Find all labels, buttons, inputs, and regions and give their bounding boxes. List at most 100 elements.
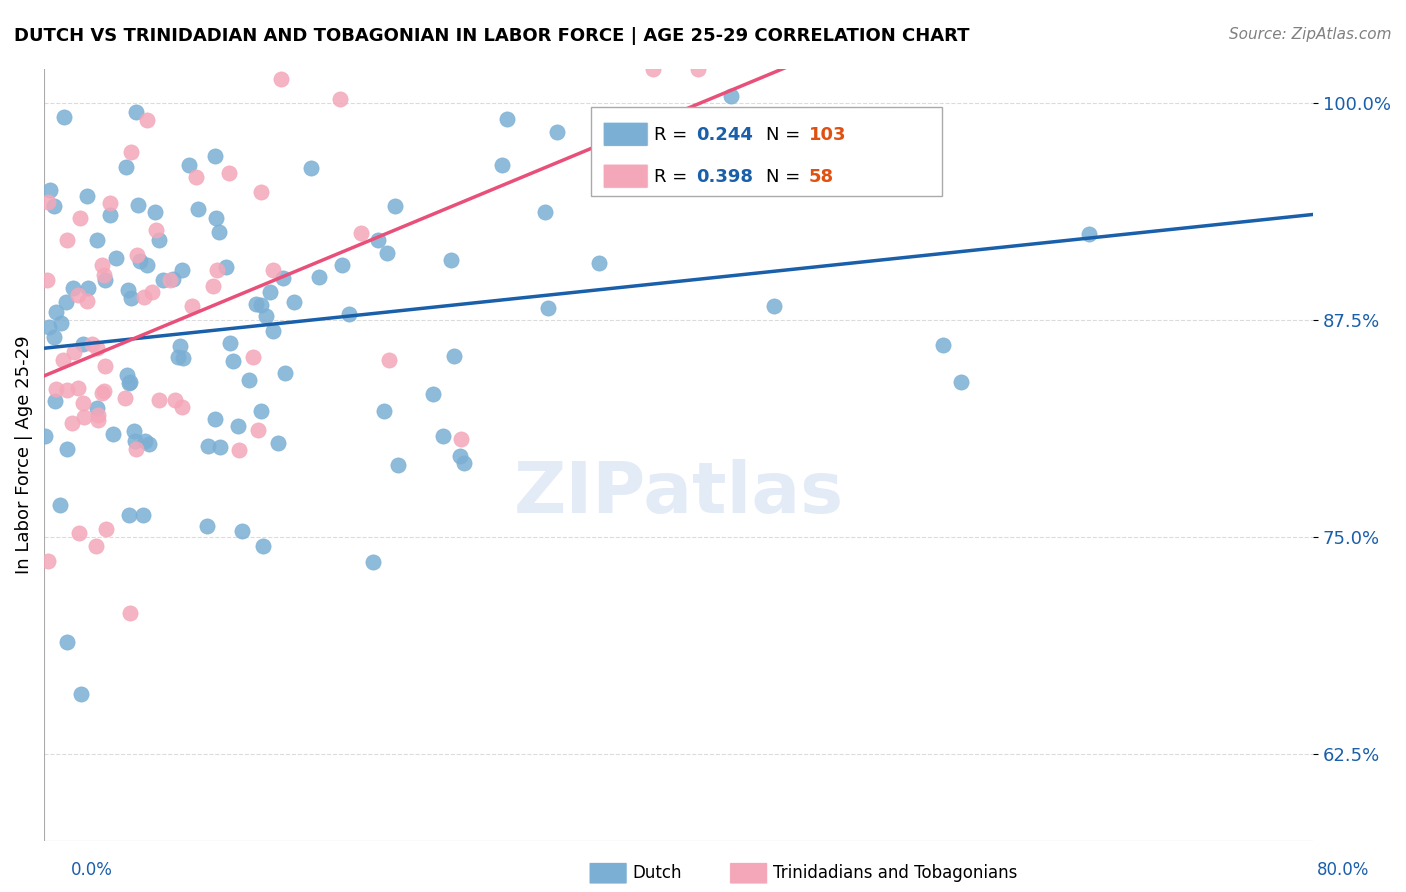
Point xyxy=(91,386,114,401)
Point xyxy=(495,112,517,126)
Point xyxy=(120,292,142,306)
Point xyxy=(172,400,194,414)
Point xyxy=(537,301,560,316)
Point xyxy=(267,435,290,450)
Point xyxy=(231,524,253,538)
Point xyxy=(115,160,138,174)
Point xyxy=(138,437,160,451)
Point xyxy=(69,687,91,701)
Point xyxy=(218,166,240,180)
Point xyxy=(101,426,124,441)
Point xyxy=(349,226,371,240)
Point xyxy=(245,297,267,311)
Point xyxy=(132,508,155,522)
Point xyxy=(124,434,146,449)
Point xyxy=(76,293,98,308)
Point xyxy=(63,345,86,359)
Point xyxy=(197,439,219,453)
Point xyxy=(384,199,406,213)
Point xyxy=(166,350,188,364)
Point xyxy=(242,350,264,364)
Point xyxy=(252,540,274,554)
Point xyxy=(172,263,194,277)
Point xyxy=(105,251,128,265)
Point xyxy=(195,519,218,533)
Point xyxy=(72,410,94,425)
Point xyxy=(686,62,709,76)
Point xyxy=(172,351,194,365)
Point xyxy=(262,324,284,338)
Text: 0.244: 0.244 xyxy=(696,126,752,144)
Point xyxy=(45,305,67,319)
Point xyxy=(201,278,224,293)
Point xyxy=(55,383,77,397)
Point xyxy=(204,211,226,226)
Point xyxy=(432,429,454,443)
Point xyxy=(246,424,269,438)
Text: DUTCH VS TRINIDADIAN AND TOBAGONIAN IN LABOR FORCE | AGE 25-29 CORRELATION CHART: DUTCH VS TRINIDADIAN AND TOBAGONIAN IN L… xyxy=(14,27,970,45)
Point xyxy=(449,449,471,463)
Text: 0.0%: 0.0% xyxy=(70,861,112,879)
Point xyxy=(55,442,77,456)
Point xyxy=(94,522,117,536)
Point xyxy=(215,260,238,275)
Point xyxy=(86,401,108,416)
Point xyxy=(55,294,77,309)
Point xyxy=(308,270,330,285)
Point xyxy=(534,205,557,219)
Point xyxy=(546,125,568,139)
Point xyxy=(42,199,65,213)
Point xyxy=(117,283,139,297)
Point xyxy=(93,273,115,287)
Text: N =: N = xyxy=(766,126,806,144)
Point xyxy=(329,92,352,106)
Point xyxy=(271,271,294,285)
Point xyxy=(238,373,260,387)
Point xyxy=(332,258,354,272)
Point xyxy=(720,88,742,103)
Point xyxy=(82,337,104,351)
Point xyxy=(443,349,465,363)
Point xyxy=(67,526,90,541)
Point xyxy=(226,419,249,434)
Point xyxy=(208,225,231,239)
Point xyxy=(179,158,201,172)
Point xyxy=(1078,227,1101,241)
Text: 80.0%: 80.0% xyxy=(1316,861,1369,879)
Point xyxy=(42,330,65,344)
Point xyxy=(124,104,146,119)
Point xyxy=(453,456,475,470)
Point xyxy=(375,246,398,260)
Point xyxy=(69,211,91,225)
Point xyxy=(422,387,444,401)
Point xyxy=(76,188,98,202)
Point xyxy=(361,555,384,569)
Text: Source: ZipAtlas.com: Source: ZipAtlas.com xyxy=(1229,27,1392,42)
Point xyxy=(450,432,472,446)
Point xyxy=(67,287,90,301)
Point xyxy=(250,298,273,312)
Point xyxy=(120,606,142,620)
Point xyxy=(181,299,204,313)
Point xyxy=(93,384,115,399)
Point xyxy=(270,72,292,87)
Text: Dutch: Dutch xyxy=(633,864,682,882)
Point xyxy=(250,185,273,199)
Point xyxy=(115,368,138,382)
Point xyxy=(283,294,305,309)
Point xyxy=(222,354,245,368)
Point xyxy=(128,254,150,268)
Point xyxy=(56,635,79,649)
Point xyxy=(143,205,166,219)
Point xyxy=(249,404,271,418)
Point xyxy=(87,408,110,422)
Point xyxy=(125,248,148,262)
Point xyxy=(136,258,159,272)
Point xyxy=(49,316,72,330)
Point xyxy=(186,202,208,216)
Point xyxy=(72,396,94,410)
Point xyxy=(125,442,148,457)
Point xyxy=(98,208,121,222)
Point xyxy=(387,458,409,472)
Point xyxy=(118,508,141,522)
